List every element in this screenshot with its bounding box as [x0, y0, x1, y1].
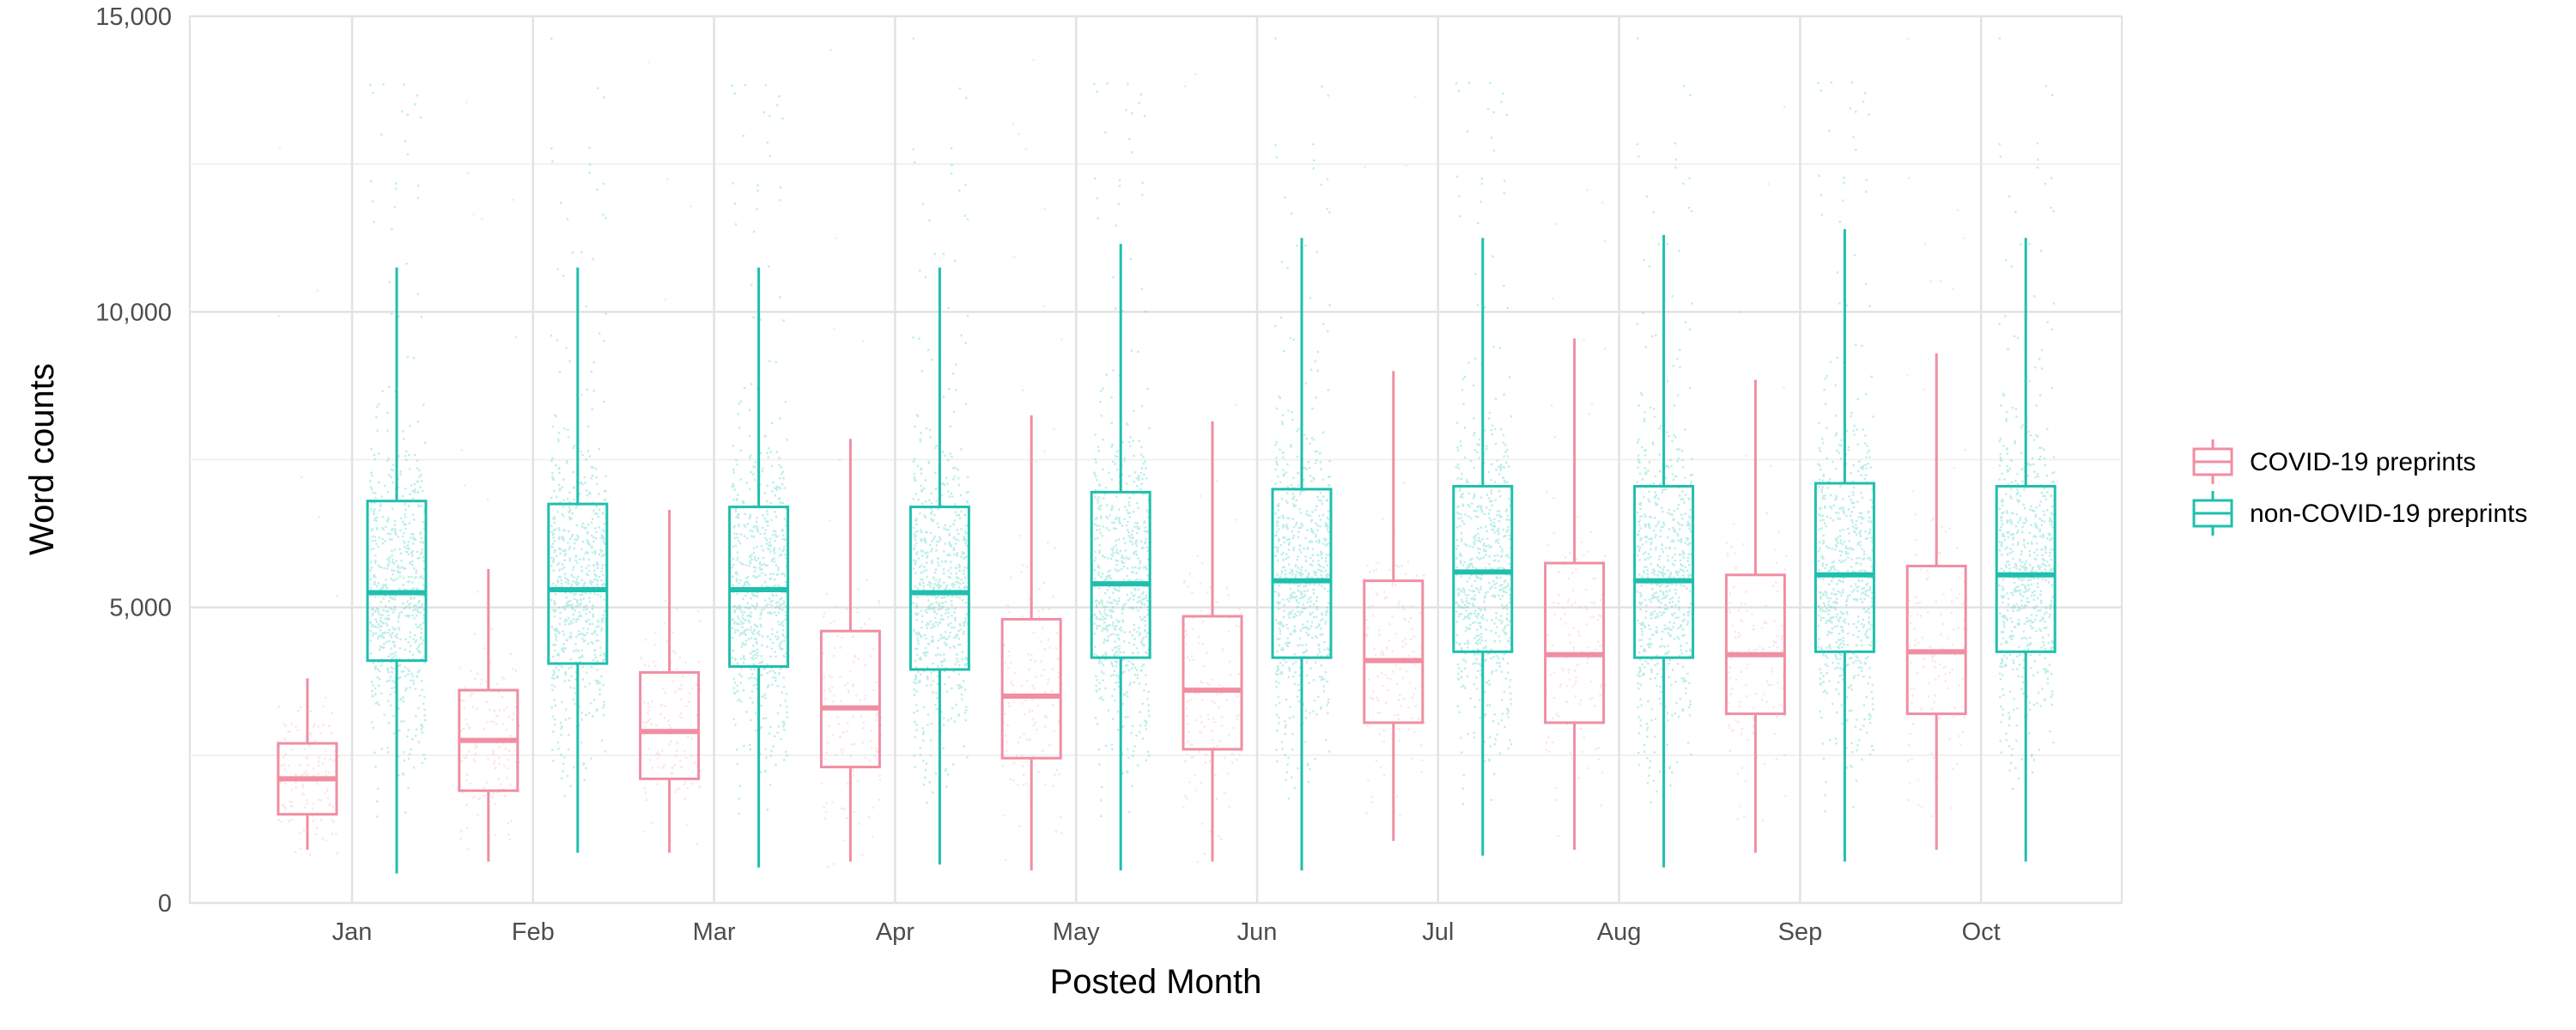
x-tick-label: Jan — [332, 918, 373, 946]
box-non-covid-mar — [728, 267, 790, 868]
box-iqr — [1182, 615, 1243, 751]
x-tick-label: Oct — [1962, 918, 2001, 946]
box-non-covid-oct — [1995, 238, 2057, 862]
box-non-covid-aug — [1633, 234, 1695, 868]
box-iqr — [728, 506, 790, 669]
box-non-covid-jan — [366, 267, 428, 874]
box-series — [276, 228, 2057, 874]
box-non-covid-feb — [547, 267, 609, 853]
y-tick-label: 0 — [158, 890, 172, 918]
y-axis-ticks: 0 5,000 10,000 15,000 — [95, 3, 172, 918]
box-covid-sep — [1724, 379, 1786, 853]
box-covid-jul — [1363, 371, 1425, 841]
box-iqr — [1544, 561, 1606, 724]
y-tick-label: 5,000 — [109, 595, 172, 622]
box-iqr — [1363, 579, 1425, 724]
box-iqr — [819, 629, 881, 769]
box-iqr — [1814, 482, 1875, 653]
box-non-covid-sep — [1814, 228, 1875, 862]
y-axis-title: Word counts — [23, 363, 61, 555]
x-tick-label: Mar — [693, 918, 736, 946]
box-iqr — [1090, 490, 1151, 659]
box-covid-jun — [1182, 421, 1243, 862]
legend-label: non-COVID-19 preprints — [2250, 500, 2527, 528]
x-tick-label: Apr — [876, 918, 914, 946]
box-iqr — [366, 500, 428, 663]
jitter-point-group — [1455, 82, 1513, 806]
legend-item-non-covid: non-COVID-19 preprints — [2192, 491, 2527, 536]
box-iqr — [1905, 564, 1967, 716]
box-iqr — [1452, 484, 1514, 653]
box-non-covid-may — [1090, 244, 1151, 871]
box-covid-may — [1000, 415, 1062, 871]
x-tick-label: Sep — [1778, 918, 1823, 946]
box-iqr — [1995, 484, 2057, 653]
box-iqr — [908, 506, 970, 671]
box-covid-feb — [458, 568, 519, 862]
jitter-point-group — [1998, 37, 2056, 791]
box-covid-mar — [639, 510, 701, 853]
jitter-point-group — [912, 37, 969, 804]
x-tick-label: Aug — [1597, 918, 1642, 946]
x-axis-title: Posted Month — [1050, 963, 1262, 1001]
legend: COVID-19 preprints non-COVID-19 preprints — [2192, 439, 2527, 536]
box-iqr — [1633, 484, 1695, 659]
box-non-covid-apr — [908, 267, 970, 865]
legend-item-covid: COVID-19 preprints — [2192, 439, 2476, 484]
box-covid-oct — [1905, 353, 1967, 851]
box-iqr — [639, 670, 701, 780]
box-non-covid-jun — [1271, 238, 1333, 871]
box-non-covid-jul — [1452, 238, 1514, 856]
grid-lines — [190, 15, 2122, 905]
box-covid-apr — [819, 439, 881, 862]
box-iqr — [1271, 488, 1333, 659]
box-covid-aug — [1544, 338, 1606, 851]
jitter-point-group — [1001, 58, 1063, 862]
x-tick-label: May — [1053, 918, 1100, 946]
x-tick-label: Feb — [512, 918, 555, 946]
box-iqr — [547, 502, 609, 665]
box-covid-jan — [276, 678, 338, 851]
box-iqr — [1724, 573, 1786, 716]
y-tick-label: 15,000 — [95, 3, 172, 31]
legend-label: COVID-19 preprints — [2250, 448, 2476, 476]
y-tick-label: 10,000 — [95, 299, 172, 326]
x-axis-ticks: Jan Feb Mar Apr May Jun Jul Aug Sep Oct — [332, 918, 2001, 946]
box-iqr — [1000, 617, 1062, 760]
x-tick-label: Jul — [1422, 918, 1454, 946]
x-tick-label: Jun — [1237, 918, 1278, 946]
jitter-point-group — [1274, 37, 1332, 800]
